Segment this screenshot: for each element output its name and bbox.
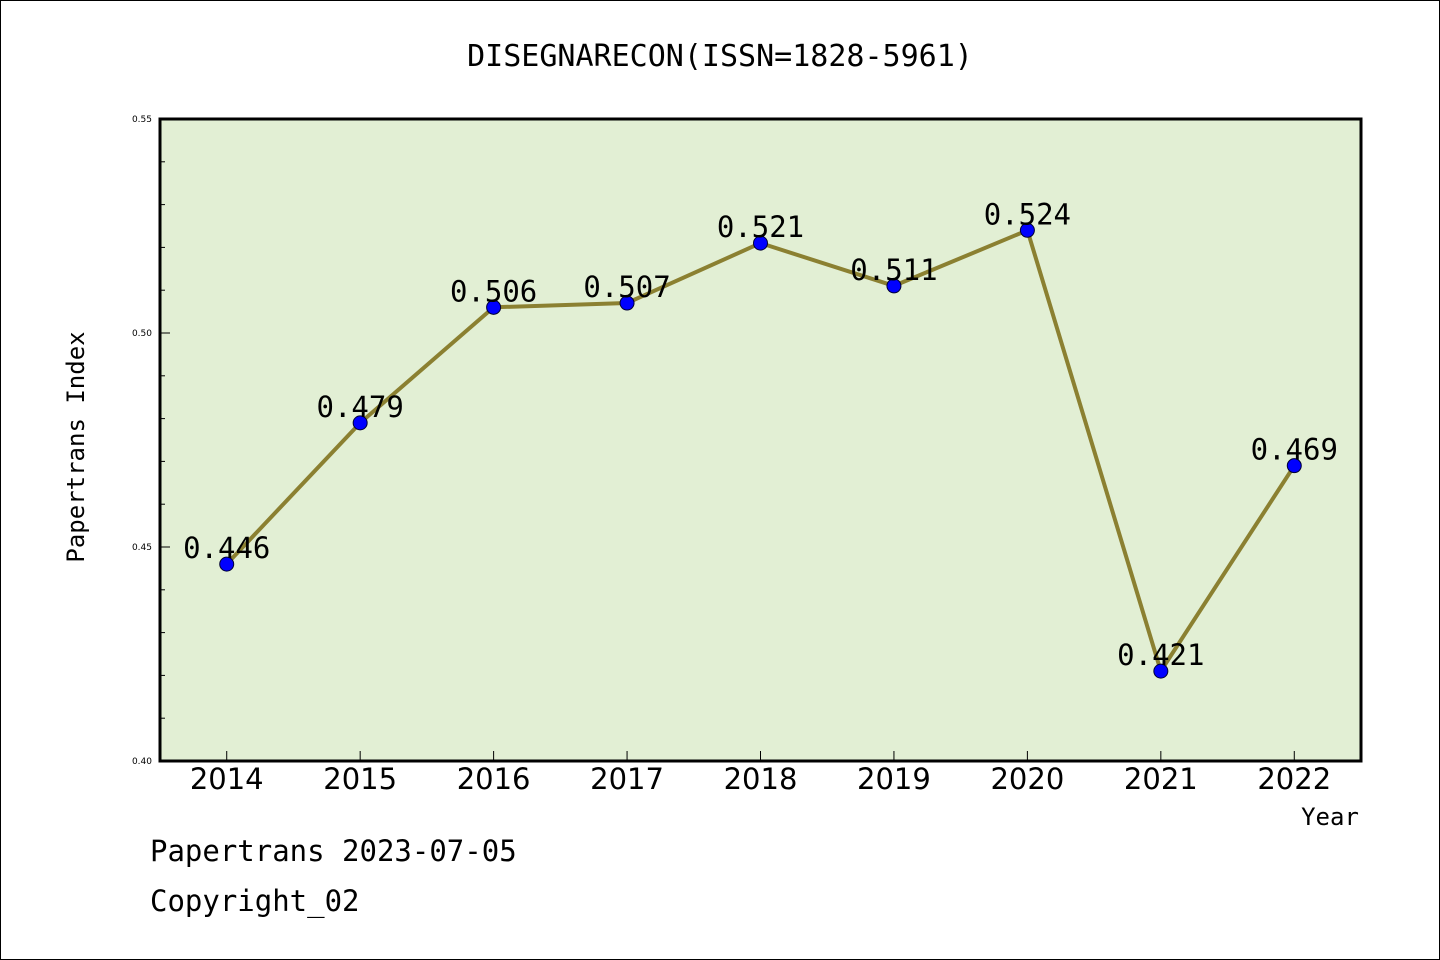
chart-title: DISEGNARECON(ISSN=1828-5961) (467, 39, 973, 74)
x-ticks (226, 751, 1295, 761)
y-tick-label: 0.55 (132, 115, 152, 125)
x-axis-label: Year (1301, 803, 1359, 831)
x-tick-labels: 2014 2015 2016 2017 2018 2019 2020 2021 2022 (190, 762, 1331, 796)
data-label: 0.421 (1117, 638, 1204, 672)
data-label: 0.507 (583, 270, 670, 304)
data-label: 0.524 (984, 197, 1071, 231)
data-label: 0.506 (450, 274, 537, 308)
x-tick-label: 2017 (590, 762, 664, 796)
x-tick-label: 2014 (190, 762, 264, 796)
y-tick-label: 0.50 (132, 329, 152, 339)
data-labels: 0.446 0.479 0.506 0.507 0.521 0.511 0.524 0.421… (183, 197, 1338, 672)
data-label: 0.521 (717, 210, 804, 244)
data-markers (219, 222, 1302, 679)
x-tick-label: 2021 (1124, 762, 1198, 796)
footer-date-text: Papertrans 2023-07-05 (150, 834, 517, 868)
x-tick-label: 2022 (1257, 762, 1331, 796)
x-tick-label: 2018 (724, 762, 798, 796)
data-point-marker (1153, 663, 1169, 679)
x-tick-label: 2019 (857, 762, 931, 796)
data-point-marker (1286, 458, 1302, 474)
plot-area (160, 119, 1361, 761)
y-axis-label: Papertrans Index (62, 331, 90, 562)
y-tick-label: 0.40 (132, 757, 152, 767)
y-tick-labels: 0.40 0.45 0.50 0.55 (132, 115, 152, 767)
data-point-marker (219, 556, 235, 572)
x-tick-label: 2015 (323, 762, 397, 796)
data-point-marker (1019, 222, 1035, 238)
y-tick-label: 0.45 (132, 543, 152, 553)
data-point-marker (753, 235, 768, 251)
data-point-marker (886, 278, 902, 294)
x-tick-label: 2020 (990, 762, 1064, 796)
plot-border (158, 117, 1363, 763)
footer-copyright-text: Copyright_02 (150, 884, 360, 918)
data-label: 0.446 (183, 531, 270, 565)
data-label: 0.479 (317, 390, 404, 424)
data-point-marker (619, 295, 635, 311)
data-label: 0.511 (850, 253, 937, 287)
data-label: 0.469 (1251, 433, 1338, 467)
data-point-marker (352, 415, 368, 431)
x-tick-label: 2016 (457, 762, 531, 796)
data-point-marker (486, 299, 502, 315)
